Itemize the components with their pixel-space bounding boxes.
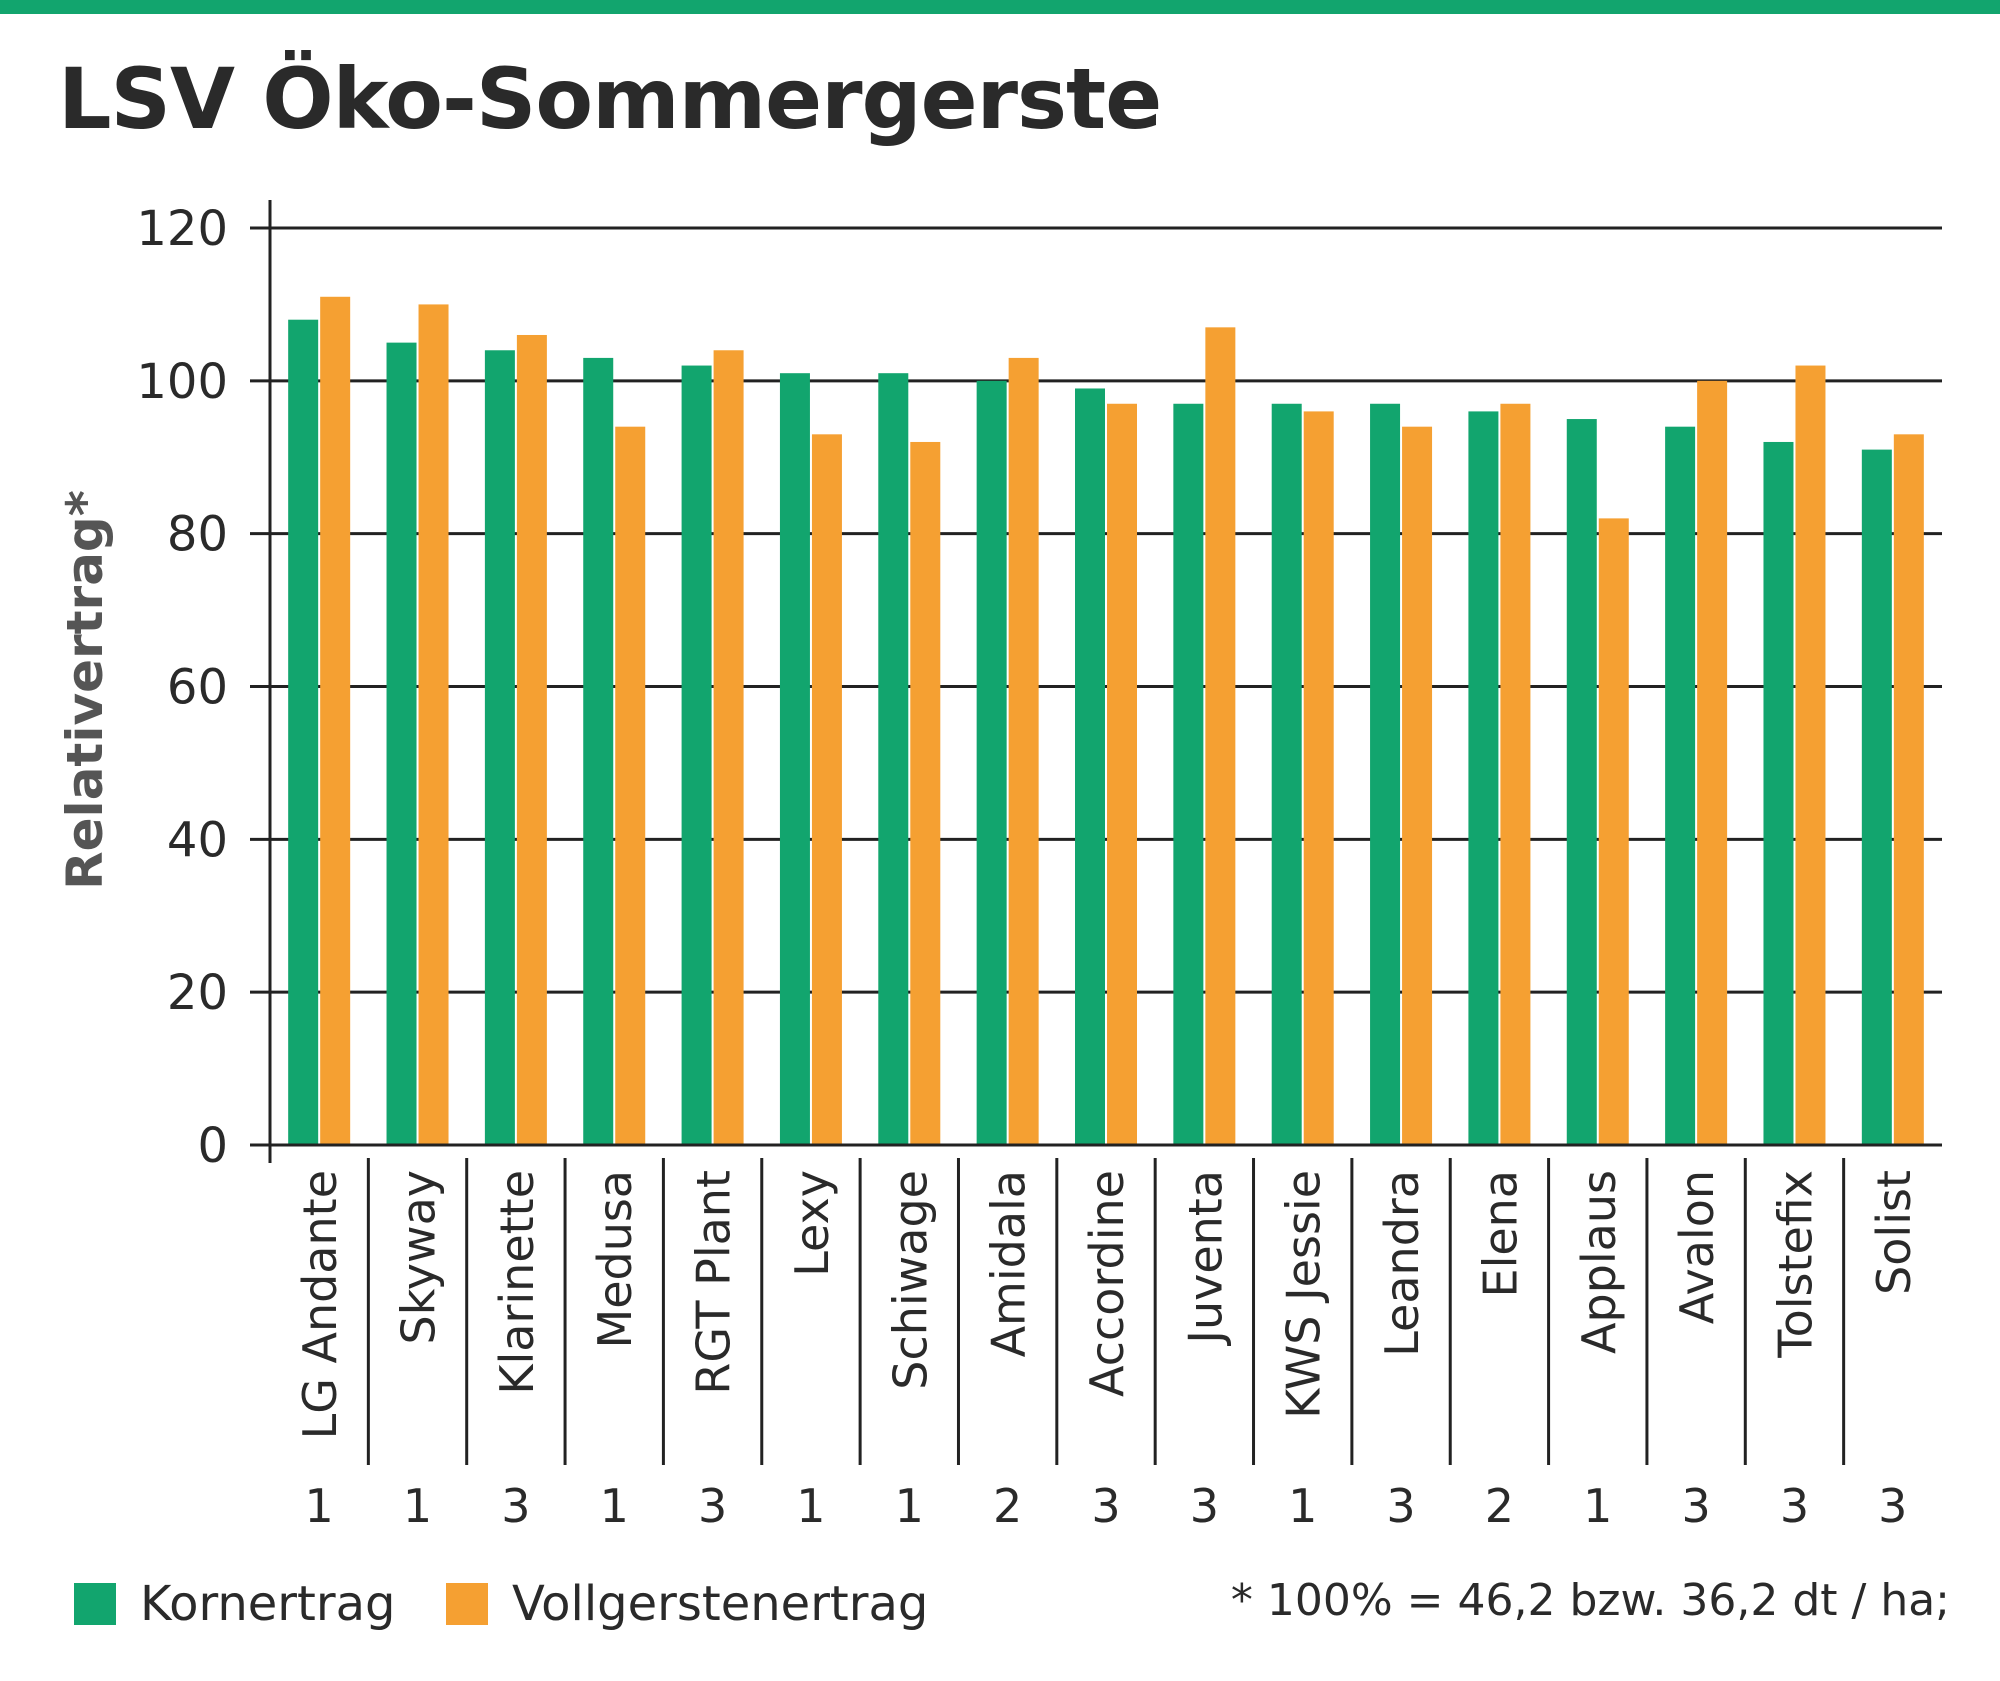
x-sub-label: 3 — [698, 1479, 727, 1533]
bar-kornertrag — [583, 357, 614, 1145]
y-tick-label: 60 — [167, 660, 228, 716]
x-sub-label: 3 — [1386, 1479, 1415, 1533]
y-tick-label: 0 — [197, 1118, 228, 1174]
x-tick-label: Lexy — [785, 1170, 839, 1277]
bar-vollgerstenertrag — [1107, 403, 1137, 1146]
bar-kornertrag — [878, 373, 909, 1146]
bar-kornertrag — [1665, 426, 1696, 1145]
x-tick-label: LG Andante — [293, 1170, 347, 1439]
bar-vollgerstenertrag — [713, 350, 744, 1145]
legend-swatch-kornertrag — [74, 1583, 116, 1625]
bar-vollgerstenertrag — [910, 441, 941, 1145]
x-tick-label: Tolstefix — [1768, 1170, 1822, 1359]
bar-kornertrag — [1468, 411, 1499, 1145]
x-sub-label: 1 — [895, 1479, 924, 1533]
x-sub-label: 2 — [1485, 1479, 1514, 1533]
x-tick-label: Skyway — [392, 1170, 446, 1344]
bar-vollgerstenertrag — [1205, 327, 1236, 1145]
bar-kornertrag — [1861, 449, 1892, 1145]
bar-kornertrag — [288, 319, 319, 1145]
y-tick-label: 40 — [167, 812, 228, 868]
x-tick-label: Schiwage — [883, 1170, 937, 1390]
bar-kornertrag — [1763, 441, 1794, 1145]
bar-vollgerstenertrag — [615, 426, 646, 1145]
x-sub-label: 3 — [1190, 1479, 1219, 1533]
x-sub-label: 3 — [1878, 1479, 1907, 1533]
x-tick-label: Juventa — [1178, 1170, 1232, 1347]
x-tick-label: Elena — [1473, 1170, 1527, 1298]
bar-vollgerstenertrag — [1795, 365, 1826, 1145]
bar-kornertrag — [1370, 403, 1401, 1146]
x-sub-label: 3 — [1681, 1479, 1710, 1533]
bar-kornertrag — [484, 350, 515, 1145]
top-accent-bar — [0, 0, 2000, 14]
legend-item-kornertrag: Kornertrag — [74, 1572, 395, 1636]
legend-item-vollgerstenertrag: Vollgerstenertrag — [446, 1572, 928, 1636]
x-sub-label: 1 — [796, 1479, 825, 1533]
bar-kornertrag — [1173, 403, 1204, 1146]
chart-title: LSV Öko-Sommergerste — [58, 50, 1162, 148]
x-tick-label: Applaus — [1572, 1170, 1626, 1354]
bar-vollgerstenertrag — [1500, 403, 1531, 1146]
footnote: * 100% = 46,2 bzw. 36,2 dt / ha; — [1230, 1575, 1950, 1626]
bar-vollgerstenertrag — [320, 296, 351, 1145]
x-tick-label: Klarinette — [490, 1170, 544, 1395]
bar-vollgerstenertrag — [1893, 434, 1924, 1145]
y-axis-label: Relativertrag* — [56, 490, 114, 890]
x-sub-label: 3 — [501, 1479, 530, 1533]
x-tick-label: Amidala — [982, 1170, 1036, 1357]
x-sub-label: 1 — [1583, 1479, 1612, 1533]
bar-vollgerstenertrag — [1303, 411, 1334, 1145]
bar-kornertrag — [1271, 403, 1302, 1146]
bar-vollgerstenertrag — [1402, 426, 1433, 1145]
bar-kornertrag — [386, 342, 417, 1145]
y-tick-label: 20 — [167, 965, 228, 1021]
y-tick-label: 80 — [167, 507, 228, 563]
x-sub-label: 3 — [1780, 1479, 1809, 1533]
bar-vollgerstenertrag — [1008, 357, 1039, 1145]
x-sub-label: 1 — [305, 1479, 334, 1533]
bar-vollgerstenertrag — [516, 334, 547, 1145]
bar-kornertrag — [1075, 388, 1105, 1146]
x-tick-label: Solist — [1867, 1170, 1921, 1295]
legend-label-kornertrag: Kornertrag — [140, 1576, 396, 1632]
bar-vollgerstenertrag — [811, 434, 842, 1145]
y-tick-label: 120 — [136, 201, 228, 257]
bar-vollgerstenertrag — [1697, 380, 1728, 1145]
legend-swatch-vollgerstenertrag — [446, 1583, 488, 1625]
bar-vollgerstenertrag — [418, 304, 449, 1146]
x-sub-label: 2 — [993, 1479, 1022, 1533]
x-sub-label: 1 — [403, 1479, 432, 1533]
y-tick-label: 100 — [136, 354, 228, 410]
bar-kornertrag — [1566, 419, 1597, 1146]
x-tick-label: Leandra — [1375, 1170, 1429, 1357]
x-tick-label: Accordine — [1080, 1170, 1134, 1397]
x-sub-label: 1 — [1288, 1479, 1317, 1533]
x-sub-label: 3 — [1091, 1479, 1120, 1533]
x-tick-label: RGT Plant — [687, 1170, 741, 1395]
bar-vollgerstenertrag — [1598, 518, 1629, 1145]
x-tick-label: KWS Jessie — [1277, 1170, 1331, 1419]
bar-kornertrag — [779, 373, 810, 1146]
legend-label-vollgerstenertrag: Vollgerstenertrag — [512, 1576, 929, 1632]
x-tick-label: Avalon — [1670, 1170, 1724, 1324]
bar-kornertrag — [976, 380, 1007, 1145]
bar-kornertrag — [681, 365, 712, 1145]
x-tick-label: Medusa — [588, 1170, 642, 1349]
x-sub-label: 1 — [600, 1479, 629, 1533]
